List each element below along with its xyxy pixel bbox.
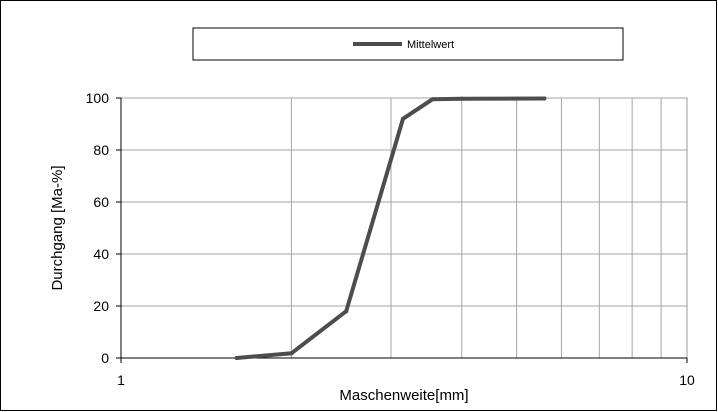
data-point <box>344 309 349 314</box>
gridlines <box>121 97 687 358</box>
series-points <box>234 96 547 360</box>
data-point <box>542 96 547 101</box>
plot-area <box>120 97 688 359</box>
y-tick-label: 40 <box>93 246 109 262</box>
legend-label: Mittelwert <box>407 39 454 51</box>
y-tick-label: 80 <box>93 142 109 158</box>
y-axis-ticks: 0 20 40 60 80 100 <box>86 90 121 366</box>
data-point <box>430 97 435 102</box>
x-axis-ticks: 1 10 <box>117 358 695 388</box>
x-tick-label: 1 <box>117 372 125 388</box>
data-point <box>401 116 406 121</box>
legend: Mittelwert <box>192 27 624 61</box>
y-tick-label: 20 <box>93 298 109 314</box>
data-point <box>234 356 239 360</box>
y-axis-title: Durchgang [Ma-%] <box>49 165 66 290</box>
y-tick-label: 60 <box>93 194 109 210</box>
y-tick-label: 100 <box>86 90 110 106</box>
x-tick-label: 10 <box>679 372 695 388</box>
data-point <box>459 96 464 101</box>
y-tick-label: 0 <box>101 350 109 366</box>
x-axis-title: Maschenweite[mm] <box>339 387 468 404</box>
legend-box <box>192 27 624 61</box>
data-point <box>289 351 294 356</box>
